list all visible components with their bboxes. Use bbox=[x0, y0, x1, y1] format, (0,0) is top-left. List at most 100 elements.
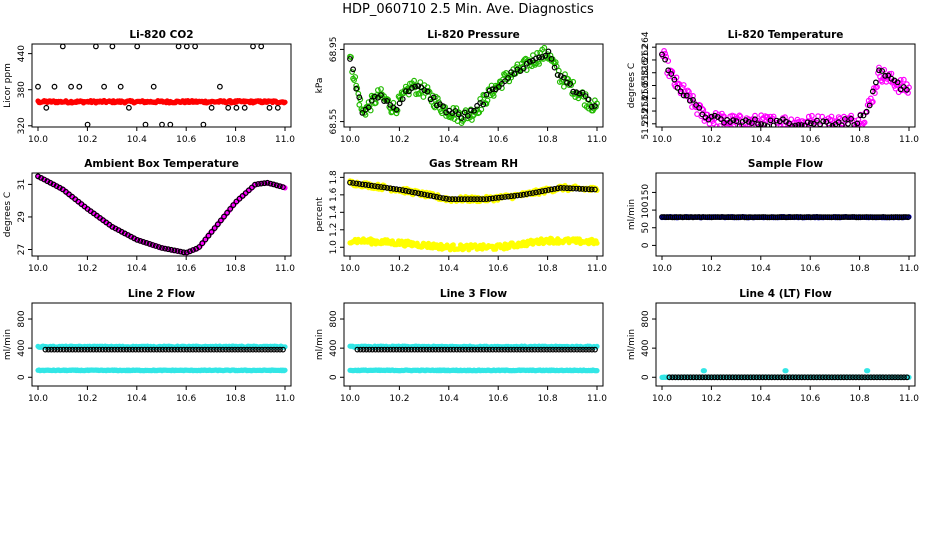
boxtemp-black-point bbox=[140, 238, 147, 245]
line3-black-point bbox=[411, 346, 418, 353]
line3-black-point bbox=[381, 346, 388, 353]
line3-black-point bbox=[426, 346, 433, 353]
line2-black-point bbox=[141, 346, 148, 353]
rh-black-point bbox=[353, 180, 360, 187]
line2-xtick-label: 11.0 bbox=[275, 394, 295, 404]
line2-black-point bbox=[75, 346, 82, 353]
pressure-black-point bbox=[502, 78, 508, 84]
line2-black-point bbox=[177, 346, 184, 353]
line3-black-point bbox=[441, 346, 448, 353]
li820temp-black-point bbox=[873, 79, 879, 86]
line3-plot-frame bbox=[343, 302, 604, 387]
line2-cyan-low-point bbox=[282, 367, 288, 373]
line3-black-point bbox=[492, 346, 499, 353]
li820temp-magenta-point bbox=[713, 123, 720, 127]
li820temp-black-point bbox=[857, 112, 864, 119]
boxtemp-black-point bbox=[208, 228, 215, 235]
line4-xtick-label: 10.8 bbox=[850, 394, 870, 404]
line4-ytick-label: 800 bbox=[641, 310, 651, 327]
line4-xtick-label: 10.0 bbox=[652, 394, 672, 404]
co2-black-point bbox=[250, 44, 256, 50]
co2-black-point bbox=[183, 44, 190, 50]
pressure-black-point bbox=[412, 83, 419, 90]
li820temp-black-point bbox=[826, 122, 833, 127]
rh-black-point bbox=[585, 186, 592, 193]
li820temp-magenta-point bbox=[826, 124, 833, 127]
sampleflow-xtick-label: 10.6 bbox=[800, 264, 820, 274]
line4-black-point bbox=[753, 374, 760, 381]
rh-black-point bbox=[526, 190, 533, 197]
pressure-black-point bbox=[415, 83, 422, 89]
co2-black-point bbox=[150, 83, 157, 90]
rh-black-point bbox=[440, 195, 446, 202]
line3-black-point bbox=[583, 346, 589, 353]
boxtemp-black-point bbox=[224, 209, 231, 216]
line4-title: Line 4 (LT) Flow bbox=[739, 288, 832, 300]
pressure-black-point bbox=[514, 66, 521, 73]
pressure-black-point bbox=[542, 52, 549, 59]
pressure-green-point bbox=[582, 91, 589, 97]
pressure-black-point bbox=[347, 56, 353, 62]
pressure-black-point bbox=[468, 107, 474, 114]
pressure-black-point bbox=[570, 88, 577, 95]
line4-xtick-label: 10.6 bbox=[800, 394, 820, 404]
li820temp-black-point bbox=[699, 111, 706, 118]
co2-xtick-label: 10.4 bbox=[127, 135, 147, 145]
line3-black-point bbox=[366, 346, 373, 353]
panel-line4: Line 4 (LT) Flow ml/min 10.0 10.2 10.4 10.6 10… bbox=[627, 288, 919, 404]
co2-black-point bbox=[192, 44, 198, 50]
pressure-black-point bbox=[536, 54, 542, 61]
line3-black-point bbox=[432, 346, 439, 353]
li820temp-magenta-point bbox=[834, 126, 837, 127]
rh-black-point bbox=[396, 186, 403, 193]
line4-points bbox=[659, 368, 912, 381]
li820temp-magenta-point bbox=[730, 123, 737, 127]
boxtemp-black-point bbox=[248, 184, 255, 191]
li820temp-black-point bbox=[730, 117, 737, 124]
rh-black-point bbox=[514, 192, 521, 199]
boxtemp-ytick-label: 31 bbox=[17, 179, 27, 190]
line3-black-point bbox=[360, 346, 367, 353]
line4-black-point bbox=[732, 374, 739, 381]
li820temp-black-point bbox=[693, 102, 699, 108]
rh-ytick-label: 1.4 bbox=[329, 205, 339, 220]
rh-black-point bbox=[567, 185, 573, 192]
pressure-green-point bbox=[478, 106, 485, 113]
rh-black-point bbox=[486, 195, 493, 202]
li820temp-magenta-point bbox=[819, 126, 823, 127]
li820temp-points bbox=[659, 48, 912, 127]
rh-black-point bbox=[530, 190, 536, 196]
li820temp-ytick-label: 51.264 bbox=[641, 31, 651, 63]
panel-line3: Line 3 Flow ml/min 10.0 10.2 10.4 10.6 10.8 11.… bbox=[315, 288, 607, 404]
li820temp-magenta-point bbox=[809, 112, 815, 119]
li820temp-black-point bbox=[767, 117, 774, 124]
line2-black-point bbox=[228, 346, 235, 353]
rh-black-point bbox=[468, 196, 474, 203]
pressure-ytick-label: 68.95 bbox=[329, 37, 339, 63]
pressure-black-point bbox=[371, 93, 378, 100]
rh-black-point bbox=[554, 185, 561, 192]
rh-black-point bbox=[433, 193, 440, 200]
line2-black-point bbox=[274, 346, 280, 353]
pressure-black-point bbox=[489, 86, 496, 93]
co2-black-point bbox=[51, 83, 58, 90]
pressure-black-point bbox=[483, 91, 490, 98]
line2-black-point bbox=[213, 346, 220, 353]
li820temp-black-point bbox=[665, 67, 672, 74]
line3-black-point bbox=[510, 346, 517, 353]
li820temp-magenta-point bbox=[848, 112, 854, 119]
line2-black-point bbox=[156, 346, 163, 353]
li820temp-ytick-label: 51.26 bbox=[641, 60, 651, 86]
co2-xtick-label: 10.6 bbox=[176, 135, 196, 145]
line3-black-point bbox=[399, 346, 406, 353]
sampleflow-xtick-label: 10.2 bbox=[701, 264, 721, 274]
pressure-black-point bbox=[545, 48, 552, 55]
line4-black-point bbox=[840, 374, 847, 381]
line4-black-point bbox=[729, 374, 736, 381]
rh-black-point bbox=[412, 189, 419, 196]
li820temp-black-point bbox=[773, 117, 780, 124]
line4-black-point bbox=[853, 374, 859, 381]
line2-black-point bbox=[174, 346, 181, 353]
line4-black-point bbox=[717, 374, 724, 381]
line4-black-point bbox=[883, 374, 889, 381]
